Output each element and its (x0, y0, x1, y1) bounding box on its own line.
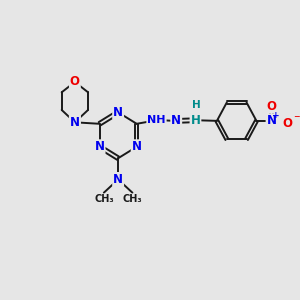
Text: CH₃: CH₃ (123, 194, 142, 204)
Text: H: H (190, 114, 200, 127)
Text: +: + (272, 111, 280, 120)
Text: CH₃: CH₃ (94, 194, 114, 204)
Text: N: N (70, 116, 80, 129)
Text: N: N (171, 114, 181, 127)
Text: N: N (132, 140, 142, 153)
Text: N: N (113, 106, 123, 119)
Text: O: O (267, 100, 277, 112)
Text: N: N (94, 140, 105, 153)
Text: N: N (267, 114, 277, 127)
Text: H: H (192, 100, 200, 110)
Text: N: N (113, 173, 123, 186)
Text: ⁻: ⁻ (293, 113, 300, 126)
Text: O: O (70, 76, 80, 88)
Text: N: N (70, 116, 80, 129)
Text: O: O (283, 117, 292, 130)
Text: NH: NH (147, 115, 166, 125)
